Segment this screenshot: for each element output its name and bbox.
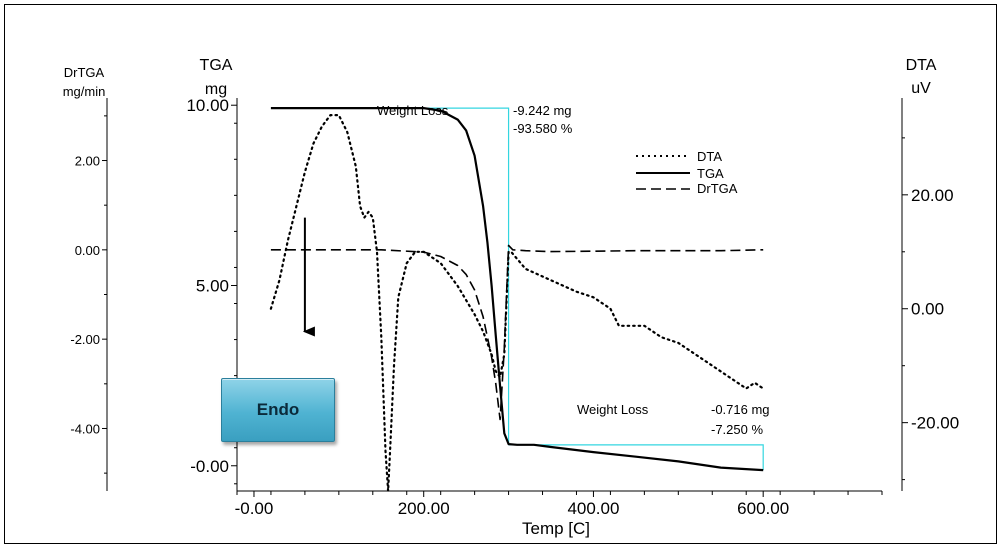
annotation-layer [423,107,764,471]
drtga-axis-title: DrTGA [64,65,105,80]
series-drtga [270,244,764,421]
weight-loss-bracket-2 [508,444,764,471]
legend-label-tga: TGA [697,166,724,181]
series-layer [269,106,765,493]
legend-label-drtga: DrTGA [697,181,738,196]
weight-loss-2-pct: -7.250 % [711,422,763,437]
weight-loss-1-label: Weight Loss [377,103,449,118]
weight-loss-1-pct: -93.580 % [513,121,573,136]
legend: DTA TGA DrTGA [636,149,738,196]
dta-axis-title: DTA [906,57,937,74]
dta-tick-label: 20.00 [911,186,954,205]
drtga-tick-label: 2.00 [75,154,100,169]
weight-loss-2-label: Weight Loss [577,402,649,417]
x-tick-label: 200.00 [398,499,450,518]
tga-tick-label: 10.00 [186,96,229,115]
tga-axis-title: TGA [200,57,233,74]
dta-axis-unit: uV [911,80,931,97]
axes-layer: -0.00 200.00 400.00 600.00 -0.00 5.00 10.00 -4.… [70,96,959,518]
tga-tick-label: -0.00 [190,457,229,476]
x-tick-label: -0.00 [235,499,274,518]
x-axis-title: Temp [C] [522,519,590,538]
legend-label-dta: DTA [697,149,722,164]
weight-loss-2-mg: -0.716 mg [711,402,770,417]
tga-tick-label: 5.00 [196,276,229,295]
series-tga [270,106,764,472]
weight-loss-1-mg: -9.242 mg [513,103,572,118]
x-tick-label: 600.00 [737,499,789,518]
series-dta [269,113,765,493]
dta-tick-label: -20.00 [911,414,959,433]
chart-frame [4,4,997,544]
weight-loss-bracket-1 [423,107,510,445]
drtga-tick-label: 0.00 [75,243,100,258]
drtga-axis-unit: mg/min [63,84,106,99]
x-tick-label: 400.00 [567,499,619,518]
endo-badge[interactable]: Endo [221,378,335,442]
dta-tick-label: 0.00 [911,300,944,319]
tga-axis-unit: mg [205,81,227,98]
drtga-tick-label: -4.00 [70,421,100,436]
drtga-tick-label: -2.00 [70,332,100,347]
